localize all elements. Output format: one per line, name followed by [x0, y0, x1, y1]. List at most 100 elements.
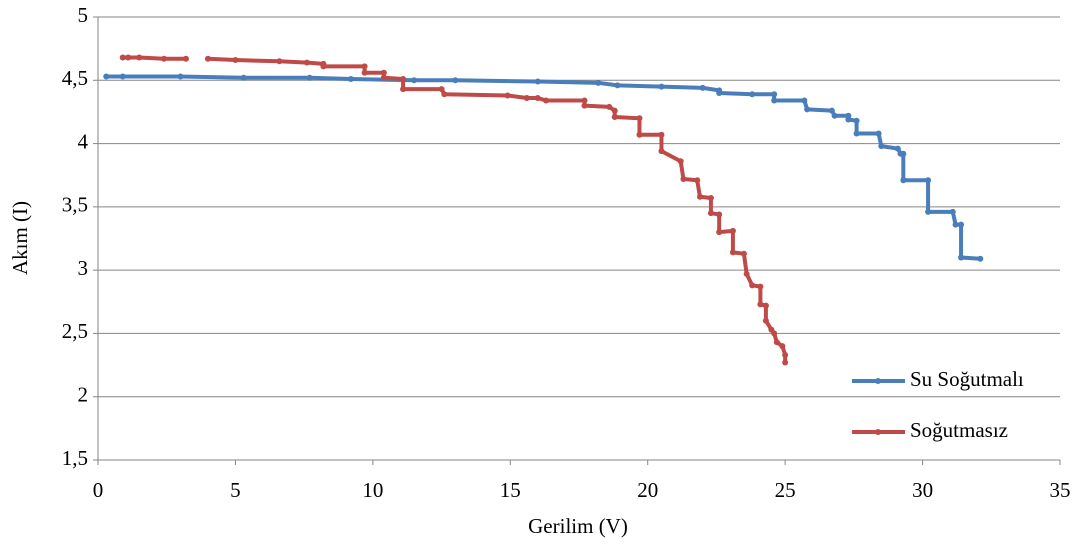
point-marker — [361, 63, 368, 70]
point-marker — [380, 74, 387, 81]
point-marker — [958, 221, 965, 228]
point-marker — [743, 270, 750, 277]
point-marker — [177, 73, 184, 80]
point-marker — [320, 63, 327, 70]
y-tick-label: 3 — [78, 256, 89, 280]
point-marker — [762, 317, 769, 324]
point-marker — [677, 158, 684, 165]
point-marker — [119, 54, 126, 61]
point-marker — [696, 193, 703, 200]
point-marker — [232, 57, 239, 64]
point-marker — [782, 359, 789, 366]
point-marker — [878, 143, 885, 150]
point-marker — [611, 113, 618, 120]
point-marker — [606, 103, 613, 110]
point-marker — [804, 106, 811, 113]
point-marker — [452, 77, 459, 84]
point-marker — [707, 194, 714, 201]
point-marker — [411, 77, 418, 84]
y-tick-label: 2,5 — [62, 319, 88, 343]
point-marker — [875, 130, 882, 137]
legend-marker — [875, 429, 881, 435]
point-marker — [438, 86, 445, 93]
legend-label: Soğutmasız — [910, 418, 1008, 442]
point-marker — [303, 59, 310, 66]
point-marker — [925, 208, 932, 215]
x-tick-label: 0 — [93, 478, 104, 502]
point-marker — [779, 343, 786, 350]
y-tick-label: 4,5 — [62, 66, 88, 90]
point-marker — [534, 78, 541, 85]
point-marker — [523, 95, 530, 102]
point-marker — [845, 116, 852, 123]
x-tick-label: 10 — [362, 478, 383, 502]
point-marker — [853, 117, 860, 124]
y-axis-label: Akım (I) — [8, 201, 32, 275]
point-marker — [757, 283, 764, 290]
point-marker — [757, 301, 764, 308]
point-marker — [636, 115, 643, 122]
point-marker — [894, 145, 901, 152]
y-tick-label: 5 — [78, 3, 89, 27]
x-tick-label: 30 — [912, 478, 933, 502]
point-marker — [699, 84, 706, 91]
point-marker — [160, 55, 167, 62]
point-marker — [611, 107, 618, 114]
legend-label: Su Soğutmalı — [910, 367, 1024, 391]
point-marker — [716, 211, 723, 218]
point-marker — [771, 330, 778, 337]
point-marker — [977, 255, 984, 262]
point-marker — [636, 131, 643, 138]
point-marker — [831, 112, 838, 119]
point-marker — [658, 83, 665, 90]
point-marker — [240, 74, 247, 81]
point-marker — [828, 107, 835, 114]
point-marker — [347, 76, 354, 83]
point-marker — [543, 97, 550, 104]
point-marker — [204, 55, 211, 62]
point-marker — [680, 176, 687, 183]
point-marker — [658, 148, 665, 155]
point-marker — [716, 89, 723, 96]
y-tick-label: 3,5 — [62, 193, 88, 217]
point-marker — [361, 69, 368, 76]
point-marker — [182, 55, 189, 62]
point-marker — [729, 249, 736, 256]
point-marker — [782, 351, 789, 358]
point-marker — [771, 97, 778, 104]
point-marker — [801, 97, 808, 104]
series-line — [106, 74, 981, 261]
x-tick-label: 20 — [637, 478, 658, 502]
y-tick-label: 2 — [78, 383, 89, 407]
point-marker — [504, 92, 511, 99]
point-marker — [958, 254, 965, 261]
point-marker — [276, 58, 283, 65]
point-marker — [716, 229, 723, 236]
point-marker — [694, 177, 701, 184]
point-marker — [658, 131, 665, 138]
point-marker — [400, 76, 407, 83]
point-marker — [614, 82, 621, 89]
legend-marker — [875, 378, 881, 384]
point-marker — [952, 221, 959, 228]
point-marker — [925, 177, 932, 184]
point-marker — [441, 91, 448, 98]
point-marker — [581, 97, 588, 104]
point-marker — [707, 210, 714, 217]
point-marker — [534, 95, 541, 102]
point-marker — [125, 54, 132, 61]
y-tick-label: 4 — [78, 129, 89, 153]
point-marker — [949, 208, 956, 215]
point-marker — [900, 150, 907, 157]
point-marker — [306, 74, 313, 81]
x-tick-label: 5 — [230, 478, 241, 502]
point-marker — [749, 282, 756, 289]
x-tick-label: 35 — [1050, 478, 1071, 502]
point-marker — [380, 69, 387, 76]
point-marker — [740, 250, 747, 257]
x-tick-label: 25 — [775, 478, 796, 502]
y-tick-label: 1,5 — [62, 446, 88, 470]
point-marker — [773, 339, 780, 346]
point-marker — [729, 227, 736, 234]
